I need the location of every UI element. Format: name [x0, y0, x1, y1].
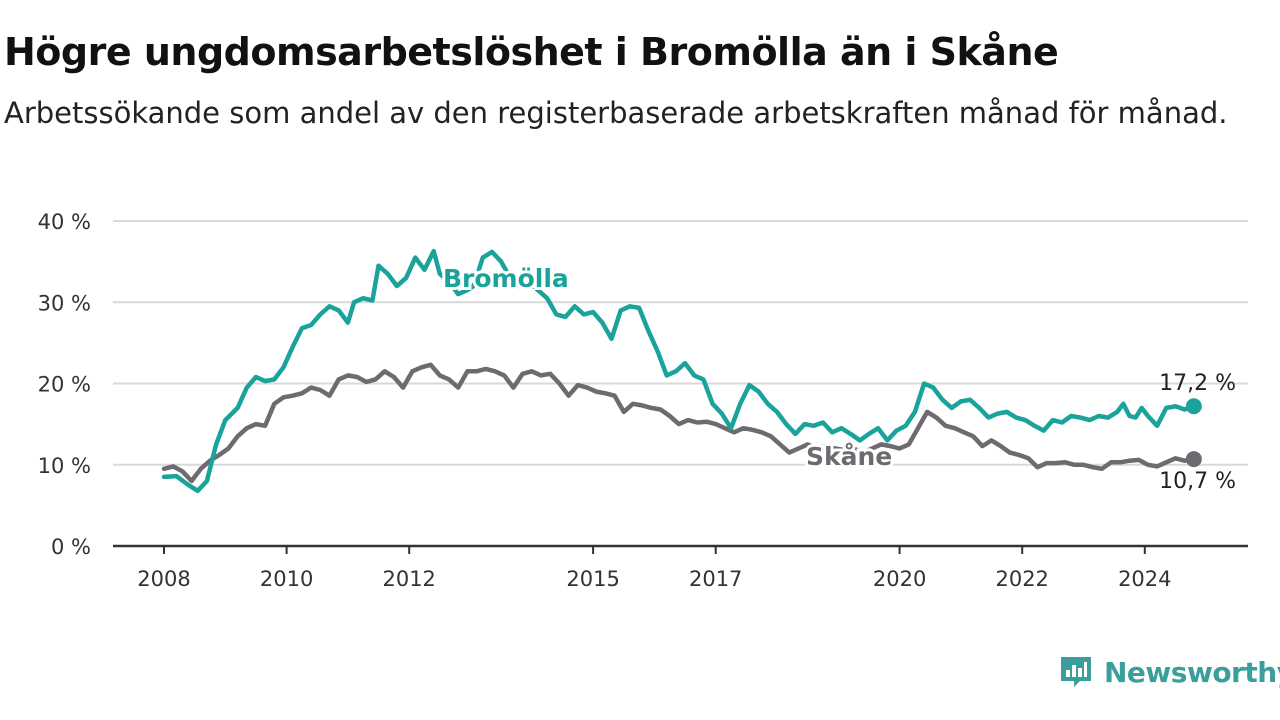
x-tick-label: 2008 — [137, 567, 190, 591]
y-tick-label: 30 % — [38, 291, 91, 315]
end-point-bromolla — [1185, 398, 1202, 415]
x-tick-label: 2012 — [382, 567, 435, 591]
y-tick-label: 20 % — [38, 373, 91, 397]
x-tick-label: 2010 — [260, 567, 313, 591]
x-axis: 2008 2010 2012 2015 2017 2020 2022 2024 — [113, 544, 1248, 591]
series-lines — [161, 248, 1202, 494]
x-tick-label: 2024 — [1118, 567, 1171, 591]
grid-lines — [113, 220, 1248, 466]
y-tick-label: 10 % — [38, 454, 91, 478]
end-label-bromolla: 17,2 % — [1159, 371, 1236, 396]
series-label-bromolla: Bromölla — [443, 264, 569, 293]
x-tick-label: 2022 — [995, 567, 1048, 591]
x-tick-label: 2015 — [566, 567, 619, 591]
series-label-skane: Skåne — [806, 442, 892, 471]
end-point-skane — [1185, 451, 1202, 468]
chart-subtitle: Arbetssökande som andel av den registerb… — [4, 96, 1228, 130]
y-tick-label: 40 % — [38, 210, 91, 234]
series-line-skane — [161, 362, 1197, 484]
series-line-bromolla — [161, 248, 1197, 494]
newsworthy-brand: Newsworthy — [1058, 654, 1280, 690]
series-labels: Bromölla Skåne 17,2 % 10,7 % — [440, 261, 1236, 494]
chart-title: Högre ungdomsarbetslöshet i Bromölla än … — [4, 30, 1059, 74]
y-tick-label: 0 % — [51, 535, 91, 559]
y-axis-ticks: 0 % 10 % 20 % 30 % 40 % — [38, 210, 91, 559]
brand-name: Newsworthy — [1104, 655, 1280, 689]
end-label-skane: 10,7 % — [1159, 469, 1236, 494]
x-tick-label: 2017 — [689, 567, 742, 591]
newsworthy-chart-icon — [1061, 657, 1091, 687]
x-tick-label: 2020 — [873, 567, 926, 591]
